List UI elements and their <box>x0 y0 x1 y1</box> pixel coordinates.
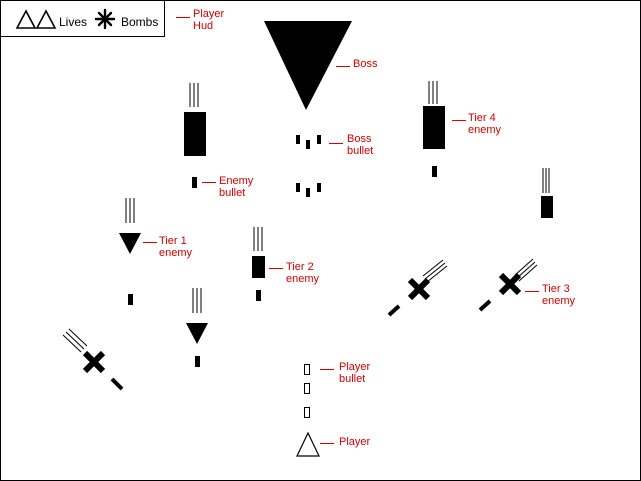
boss-bullet <box>296 135 300 144</box>
player-bullet <box>304 364 310 375</box>
enemy-bullet-label: Enemy bullet <box>219 175 254 199</box>
player-hud-label: Player Hud <box>193 8 225 32</box>
boss-bullet <box>317 183 321 192</box>
boss-bullet <box>306 140 310 149</box>
tier2-enemy <box>541 168 553 218</box>
boss <box>264 21 352 110</box>
player-bullet <box>304 383 310 394</box>
enemy-bullet <box>195 356 200 367</box>
tier2-enemy <box>252 227 265 278</box>
player-bullet-leader <box>320 369 334 370</box>
boss-bullet-leader <box>329 143 343 144</box>
bombs-label: Bombs <box>121 15 159 29</box>
tier3-leader <box>525 291 539 292</box>
enemy-bullet <box>128 294 133 305</box>
enemy-bullet <box>256 290 261 301</box>
tier4-leader <box>452 120 466 121</box>
bomb-asterisk-icon <box>94 8 116 30</box>
enemy-bullet <box>192 177 197 188</box>
life-icon <box>35 9 57 29</box>
tier3-enemy <box>62 328 124 391</box>
tier1-enemy <box>119 198 141 254</box>
tier1-leader <box>143 242 157 243</box>
tier1-enemy <box>186 288 208 344</box>
boss-label: Boss <box>353 58 378 70</box>
boss-bullet <box>306 188 310 197</box>
player-hud-leader <box>176 17 190 18</box>
tier3-enemy <box>478 258 538 312</box>
boss-bullet <box>317 135 321 144</box>
tier1-label: Tier 1 enemy <box>159 235 193 259</box>
boss-leader <box>336 66 350 67</box>
tier3-enemy <box>387 259 448 317</box>
player-hud: Lives Bombs <box>1 1 165 37</box>
lives-label: Lives <box>59 15 88 29</box>
tier2-leader <box>269 268 283 269</box>
life-icon <box>15 9 37 29</box>
player-bullet <box>304 407 310 418</box>
boss-bullet-group-2 <box>296 183 321 197</box>
boss-bullet <box>296 183 300 192</box>
enemy-bullet <box>432 166 437 177</box>
player-label: Player <box>339 436 371 448</box>
player-bullet-label: Player bullet <box>339 361 371 385</box>
boss-bullet-group-1 <box>296 135 321 149</box>
tier4-enemy <box>423 81 445 149</box>
player-ship <box>296 431 320 457</box>
player-bullets <box>304 364 310 418</box>
tier4-label: Tier 4 enemy <box>468 112 502 136</box>
player-leader <box>320 443 334 444</box>
tier4-enemy <box>184 83 206 156</box>
boss-bullet-label: Boss bullet <box>347 133 374 157</box>
tier2-label: Tier 2 enemy <box>286 261 320 285</box>
tier3-label: Tier 3 enemy <box>542 283 576 307</box>
enemy-bullet-leader <box>202 182 216 183</box>
